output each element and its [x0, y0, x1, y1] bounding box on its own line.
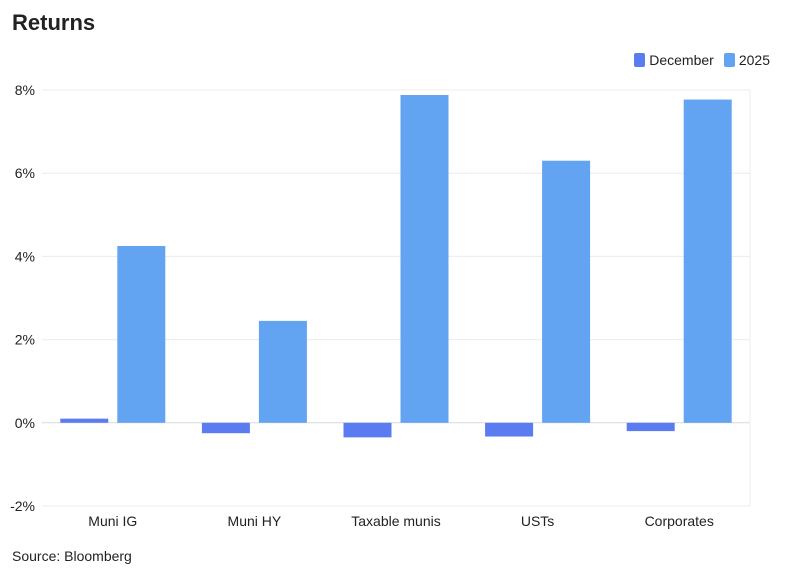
legend-swatch-2025	[723, 53, 735, 67]
legend-label-december: December	[649, 52, 714, 68]
x-tick-label: Corporates	[645, 513, 714, 529]
legend-swatch-december	[634, 53, 646, 67]
y-tick-label: 6%	[15, 165, 35, 181]
bar-december-0	[60, 418, 109, 423]
y-tick-label: 4%	[15, 248, 35, 264]
bar-2025-3	[542, 160, 591, 423]
legend-item-2025: 2025	[723, 52, 770, 68]
y-tick-label: -2%	[10, 498, 35, 514]
bar-2025-4	[683, 99, 732, 423]
chart-title: Returns	[12, 10, 96, 35]
bar-2025-1	[258, 320, 307, 423]
bar-december-4	[626, 422, 675, 432]
bar-december-1	[201, 422, 250, 434]
y-tick-label: 2%	[15, 332, 35, 348]
x-tick-label: Taxable munis	[351, 513, 441, 529]
y-tick-label: 0%	[15, 415, 35, 431]
y-tick-label: 8%	[15, 82, 35, 98]
x-tick-label: Muni IG	[88, 513, 137, 529]
bar-2025-2	[400, 94, 449, 423]
source-note: Source: Bloomberg	[12, 548, 132, 564]
legend-item-december: December	[634, 52, 714, 68]
x-tick-label: USTs	[521, 513, 554, 529]
bar-2025-0	[117, 246, 166, 423]
legend-label-2025: 2025	[738, 52, 770, 68]
x-tick-label: Muni HY	[228, 513, 282, 529]
legend: December 2025	[624, 52, 770, 68]
bar-december-3	[485, 422, 534, 437]
bar-december-2	[343, 422, 392, 438]
